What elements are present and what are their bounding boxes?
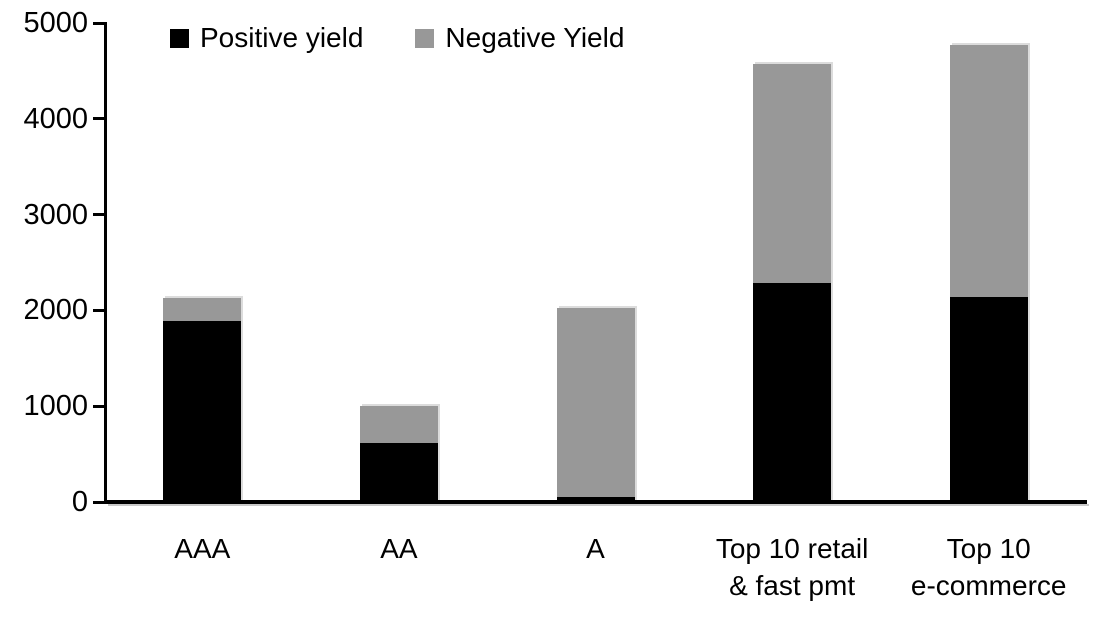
x-category-label-a: A xyxy=(486,530,706,567)
x-category-label-line: AA xyxy=(380,533,418,564)
y-tick-mark xyxy=(93,117,105,121)
y-axis-line xyxy=(104,22,107,503)
x-category-label-aaa: AAA xyxy=(92,530,312,567)
y-tick-label: 5000 xyxy=(23,7,88,39)
bar-segment-negative-yield-aaa xyxy=(163,297,242,321)
bar-segment-negative-yield-top-10-retail-fast-pmt xyxy=(753,64,832,283)
y-tick-mark xyxy=(93,21,105,25)
bar-group-top-10-e-commerce xyxy=(949,45,1028,502)
y-tick-label: 0 xyxy=(71,486,88,518)
x-category-label-line: Top 10 retail xyxy=(715,533,869,564)
x-category-label-line: Top 10 xyxy=(946,533,1031,564)
bar-group-a xyxy=(556,307,635,502)
legend-label: Negative Yield xyxy=(445,22,625,53)
y-tick-mark xyxy=(93,308,105,312)
x-category-label-line: AAA xyxy=(174,533,231,564)
bar-segment-negative-yield-a xyxy=(556,307,635,498)
legend-swatch-positive-yield xyxy=(170,28,189,48)
y-tick-label: 4000 xyxy=(23,102,88,135)
bar-segment-positive-yield-a xyxy=(556,497,635,502)
y-tick-mark xyxy=(93,213,105,217)
y-tick-mark xyxy=(93,500,105,504)
bar-segment-negative-yield-top-10-e-commerce xyxy=(949,45,1028,297)
bar-segment-positive-yield-top-10-e-commerce xyxy=(949,296,1028,502)
y-tick-label: 3000 xyxy=(23,198,88,231)
bar-segment-positive-yield-top-10-retail-fast-pmt xyxy=(753,282,832,502)
legend-item-positive-yield: Positive yield xyxy=(170,20,363,56)
bar-segment-positive-yield-aaa xyxy=(163,320,242,502)
x-axis-shadow xyxy=(108,504,1089,506)
bar-segment-negative-yield-aa xyxy=(359,406,438,443)
x-category-label-top-10-retail-fast-pmt: Top 10 retail & fast pmt xyxy=(682,530,902,604)
legend-swatch-negative-yield xyxy=(415,28,435,48)
x-category-label-line: & fast pmt xyxy=(729,570,856,601)
bar-group-aa xyxy=(359,406,438,502)
bar-segment-positive-yield-aa xyxy=(359,442,438,502)
x-category-label-line: A xyxy=(586,533,605,564)
x-category-label-line: e-commerce xyxy=(910,570,1067,601)
y-tick-mark xyxy=(93,404,105,408)
y-tick-label: 2000 xyxy=(23,294,88,327)
legend-label: Positive yield xyxy=(200,22,364,53)
x-category-label-aa: AA xyxy=(289,530,509,567)
y-tick-label: 1000 xyxy=(23,390,88,423)
x-axis-line xyxy=(104,500,1087,504)
legend-item-negative-yield: Negative Yield xyxy=(415,20,624,56)
x-category-label-top-10-e-commerce: Top 10 e-commerce xyxy=(879,530,1099,604)
bar-group-top-10-retail-fast-pmt xyxy=(753,64,832,502)
bar-group-aaa xyxy=(163,297,242,502)
legend: Positive yield Negative Yield xyxy=(170,20,624,56)
